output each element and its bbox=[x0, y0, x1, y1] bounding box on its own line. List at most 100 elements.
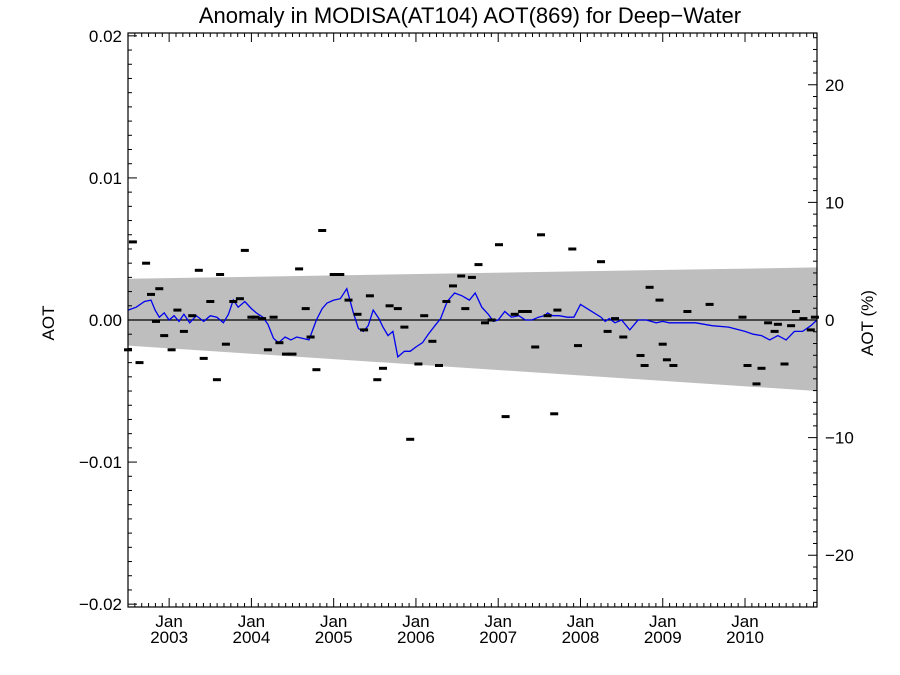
data-point bbox=[773, 322, 782, 326]
data-point bbox=[414, 362, 423, 366]
x-tick-label-month: Jan bbox=[155, 612, 182, 631]
data-point bbox=[474, 263, 483, 267]
data-point bbox=[810, 315, 819, 319]
x-tick-label-month: Jan bbox=[320, 612, 347, 631]
data-point bbox=[787, 324, 796, 328]
x-tick-label-month: Jan bbox=[238, 612, 265, 631]
data-point bbox=[792, 310, 800, 313]
y-tick-label-right: 20 bbox=[825, 76, 844, 95]
y-tick-label-right: 0 bbox=[825, 311, 834, 330]
data-point bbox=[173, 308, 182, 312]
data-point bbox=[251, 315, 260, 319]
data-point bbox=[568, 247, 577, 251]
data-point bbox=[194, 268, 203, 272]
data-point bbox=[574, 344, 582, 348]
uncertainty-band-layer bbox=[128, 267, 817, 392]
y-tick-label-left: 0.02 bbox=[89, 27, 122, 46]
data-point bbox=[738, 315, 747, 319]
data-point bbox=[550, 412, 559, 416]
data-point bbox=[152, 319, 160, 323]
data-point bbox=[481, 321, 489, 325]
y-tick-label-left: −0.01 bbox=[79, 453, 122, 472]
data-point bbox=[457, 274, 466, 278]
data-point bbox=[312, 368, 321, 372]
data-point bbox=[301, 307, 310, 311]
data-point bbox=[142, 261, 151, 265]
data-point bbox=[518, 310, 527, 313]
data-point bbox=[420, 314, 429, 318]
data-point bbox=[705, 302, 714, 306]
data-point bbox=[206, 300, 215, 303]
data-point bbox=[531, 345, 540, 349]
data-point bbox=[743, 364, 752, 367]
x-tick-label-year: 2007 bbox=[479, 628, 517, 647]
data-point bbox=[495, 243, 503, 247]
data-point bbox=[373, 378, 382, 382]
data-point bbox=[167, 348, 176, 352]
data-point bbox=[385, 304, 394, 308]
data-point bbox=[275, 341, 284, 345]
data-point bbox=[435, 364, 443, 367]
data-point bbox=[553, 308, 562, 312]
data-point bbox=[288, 352, 297, 356]
y-tick-label-right: −20 bbox=[825, 546, 854, 565]
data-point bbox=[269, 315, 278, 319]
data-point bbox=[365, 294, 374, 298]
x-tick-label-year: 2004 bbox=[232, 628, 270, 647]
data-point bbox=[135, 361, 144, 365]
data-point bbox=[306, 335, 315, 339]
data-point bbox=[199, 356, 208, 360]
data-point bbox=[669, 364, 678, 367]
data-point bbox=[537, 233, 545, 237]
data-point bbox=[229, 300, 238, 303]
data-point bbox=[770, 329, 779, 333]
data-point bbox=[780, 362, 789, 366]
data-point bbox=[806, 328, 815, 332]
data-point bbox=[406, 437, 415, 441]
x-tick-label-month: Jan bbox=[649, 612, 676, 631]
y-axis-label-right: AOT (%) bbox=[858, 290, 877, 356]
data-point bbox=[603, 329, 612, 333]
data-point bbox=[221, 342, 230, 346]
data-point bbox=[428, 339, 437, 343]
data-point bbox=[160, 334, 169, 338]
y-axis-label-left: AOT bbox=[39, 306, 58, 341]
data-point bbox=[752, 382, 761, 386]
x-tick-label-month: Jan bbox=[484, 612, 511, 631]
data-point bbox=[400, 325, 409, 329]
data-point bbox=[379, 366, 387, 370]
data-point bbox=[240, 248, 249, 252]
y-tick-label-right: −10 bbox=[825, 429, 854, 448]
data-point bbox=[344, 298, 353, 302]
y-tick-label-left: 0.00 bbox=[89, 311, 122, 330]
data-point bbox=[467, 275, 476, 279]
data-point bbox=[336, 273, 345, 276]
x-tick-label-year: 2009 bbox=[644, 628, 682, 647]
data-point bbox=[235, 297, 244, 301]
data-point bbox=[487, 318, 496, 322]
data-point bbox=[757, 366, 766, 370]
chart-title: Anomaly in MODISA(AT104) AOT(869) for De… bbox=[199, 3, 741, 28]
data-point bbox=[179, 329, 188, 333]
data-point bbox=[662, 358, 671, 362]
data-point bbox=[510, 312, 519, 316]
data-point bbox=[360, 328, 369, 332]
data-point bbox=[655, 298, 664, 302]
data-point bbox=[461, 307, 470, 311]
x-tick-label-year: 2005 bbox=[315, 628, 353, 647]
uncertainty-band bbox=[128, 267, 817, 392]
data-point bbox=[282, 352, 290, 356]
x-tick-label-year: 2008 bbox=[562, 628, 600, 647]
data-point bbox=[329, 273, 338, 276]
mean-line-layer bbox=[127, 287, 818, 359]
x-tick-label-year: 2010 bbox=[726, 628, 764, 647]
y-tick-label-left: −0.02 bbox=[79, 595, 122, 614]
x-tick-label-year: 2003 bbox=[150, 628, 188, 647]
data-point bbox=[683, 310, 692, 313]
data-point bbox=[393, 307, 402, 311]
x-tick-label-month: Jan bbox=[731, 612, 758, 631]
data-points-layer bbox=[124, 229, 819, 441]
axes-layer: 0.020.010.00−0.01−0.0220100−10−20Jan2003… bbox=[79, 27, 854, 647]
data-point bbox=[263, 348, 272, 352]
data-point bbox=[523, 310, 532, 313]
